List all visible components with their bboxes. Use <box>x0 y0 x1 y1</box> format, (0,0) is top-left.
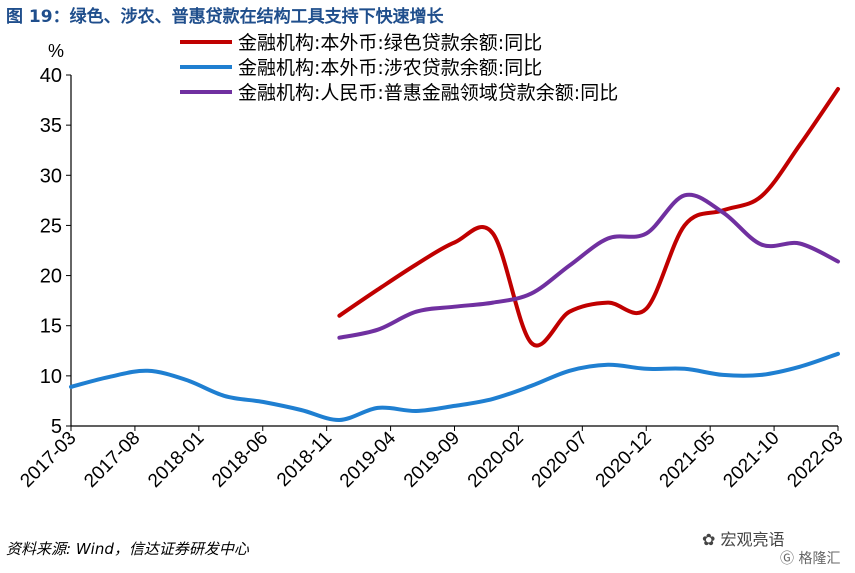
x-tick-label: 2019-04 <box>336 427 400 491</box>
y-tick-label: 30 <box>40 165 62 187</box>
x-tick-label: 2017-03 <box>16 428 80 492</box>
x-tick-label: 2018-01 <box>144 428 208 492</box>
legend-label: 金融机构:人民币:普惠金融领域贷款余额:同比 <box>238 82 618 104</box>
x-tick-label: 2022-03 <box>783 428 847 492</box>
x-tick-label: 2021-05 <box>656 428 720 492</box>
watermark2-text: 格隆汇 <box>798 551 841 567</box>
y-axis-unit: % <box>48 41 64 61</box>
y-tick-label: 40 <box>40 65 62 87</box>
series-line-green-loans <box>337 87 840 348</box>
y-tick-label: 15 <box>40 316 62 338</box>
watermark-wechat: ✿ 宏观亮语 <box>702 526 785 550</box>
x-tick-label: 2020-07 <box>528 428 592 492</box>
x-tick-label: 2019-09 <box>400 428 464 492</box>
x-tick-label: 2018-06 <box>208 428 272 492</box>
watermark-text: 宏观亮语 <box>720 530 785 549</box>
legend-item-inclusive-loans: 金融机构:人民币:普惠金融领域贷款余额:同比 <box>180 82 618 104</box>
y-tick-label: 25 <box>40 215 62 237</box>
gelonghui-icon: Ⓖ <box>780 551 794 567</box>
legend-item-green-loans: 金融机构:本外币:绿色贷款余额:同比 <box>180 32 542 54</box>
x-tick-label: 2020-02 <box>464 428 528 492</box>
chart-title: 图 19：绿色、涉农、普惠贷款在结构工具支持下快速增长 <box>6 7 444 27</box>
source-note: 资料来源: Wind，信达证券研发中心 <box>6 540 249 558</box>
series-line-agri-loans <box>69 351 840 423</box>
x-tick-label: 2018-11 <box>273 428 336 491</box>
series-line-inclusive-loans <box>337 192 840 340</box>
wechat-icon: ✿ <box>702 530 716 549</box>
y-tick-label: 20 <box>40 266 62 288</box>
x-tick-label: 2017-08 <box>80 428 144 492</box>
legend-item-agri-loans: 金融机构:本外币:涉农贷款余额:同比 <box>180 57 542 79</box>
y-tick-label: 10 <box>40 366 62 388</box>
legend-label: 金融机构:本外币:涉农贷款余额:同比 <box>238 57 542 79</box>
watermark-gelonghui: Ⓖ 格隆汇 <box>780 548 840 568</box>
y-tick-label: 35 <box>40 115 62 137</box>
legend-label: 金融机构:本外币:绿色贷款余额:同比 <box>238 32 542 54</box>
x-tick-label: 2021-10 <box>719 428 783 492</box>
y-tick-label: 5 <box>51 416 62 438</box>
x-tick-label: 2020-12 <box>592 428 656 492</box>
